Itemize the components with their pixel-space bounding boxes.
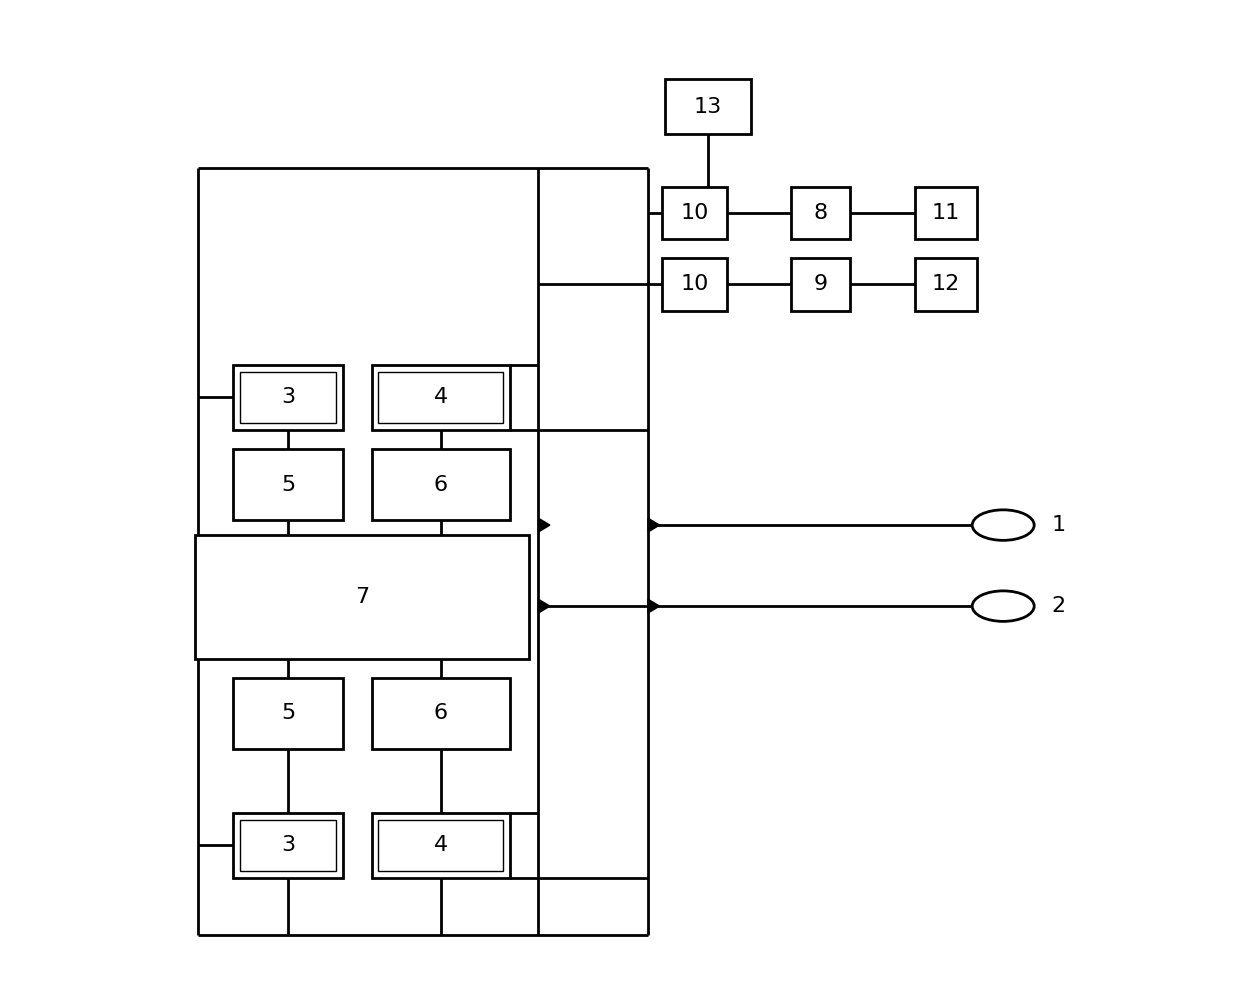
Bar	[372, 365, 510, 430]
Text: 12: 12	[932, 274, 960, 294]
Bar	[233, 813, 343, 878]
Polygon shape	[648, 599, 659, 613]
Text: 2: 2	[1052, 596, 1066, 616]
Text: 1: 1	[1052, 515, 1066, 535]
Bar	[790, 258, 850, 311]
Bar	[663, 187, 727, 239]
Bar	[663, 258, 727, 311]
Ellipse shape	[973, 591, 1035, 622]
Ellipse shape	[973, 509, 1035, 540]
Text: 8: 8	[814, 203, 828, 222]
Text: 3: 3	[281, 387, 295, 407]
Text: 3: 3	[281, 835, 295, 855]
Bar	[233, 365, 343, 430]
Bar	[233, 677, 343, 749]
Text: 6: 6	[434, 703, 447, 723]
Bar	[378, 371, 503, 423]
Polygon shape	[539, 599, 550, 613]
Text: 4: 4	[434, 387, 447, 407]
Text: 4: 4	[434, 835, 447, 855]
Text: 7: 7	[356, 587, 369, 607]
Text: 10: 10	[680, 274, 709, 294]
Bar	[240, 371, 336, 423]
Bar	[240, 819, 336, 871]
Bar	[916, 187, 978, 239]
Text: 10: 10	[680, 203, 709, 222]
Polygon shape	[648, 518, 659, 532]
Bar	[665, 79, 751, 134]
Bar	[378, 819, 503, 871]
Polygon shape	[539, 518, 550, 532]
Text: 5: 5	[281, 475, 295, 495]
Bar	[372, 677, 510, 749]
Bar	[196, 534, 529, 658]
Text: 5: 5	[281, 703, 295, 723]
Text: 13: 13	[694, 96, 722, 116]
Bar	[916, 258, 978, 311]
Bar	[233, 449, 343, 520]
Text: 9: 9	[814, 274, 828, 294]
Text: 11: 11	[932, 203, 960, 222]
Bar	[372, 449, 510, 520]
Text: 6: 6	[434, 475, 447, 495]
Bar	[790, 187, 850, 239]
Bar	[372, 813, 510, 878]
